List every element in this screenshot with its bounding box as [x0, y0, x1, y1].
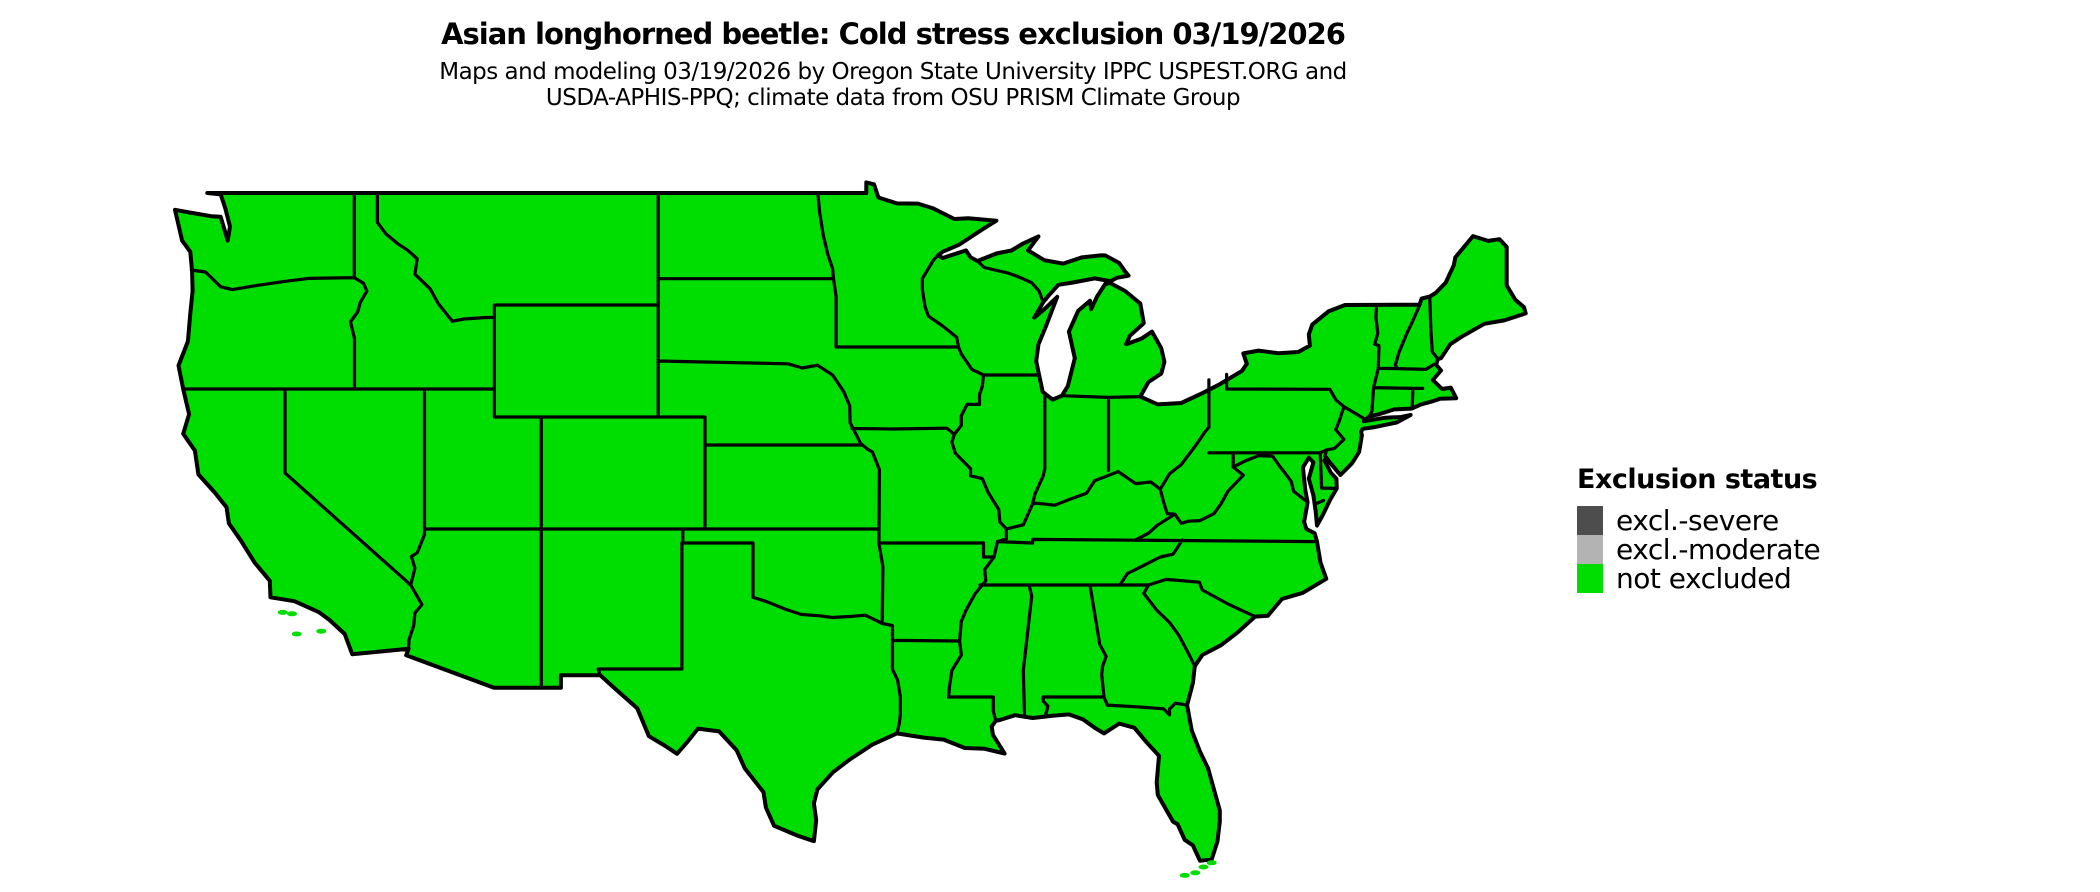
island-dot — [1198, 864, 1209, 870]
island-dot — [316, 628, 327, 634]
island-dot — [1206, 860, 1217, 866]
state-borders — [181, 191, 1440, 735]
island-dot — [287, 611, 297, 617]
legend-label-moderate: excl.-moderate — [1616, 533, 1821, 566]
legend-label-severe: excl.-severe — [1616, 504, 1779, 537]
us-map — [161, 172, 1551, 882]
map-subtitle-line2: USDA-APHIS-PPQ; climate data from OSU PR… — [545, 85, 1241, 111]
map-subtitle-line1: Maps and modeling 03/19/2026 by Oregon S… — [439, 59, 1347, 85]
map-subtitle: Maps and modeling 03/19/2026 by Oregon S… — [0, 59, 1786, 111]
island-dot — [277, 609, 288, 615]
legend-title: Exclusion status — [1577, 464, 1818, 495]
legend-swatch-moderate — [1577, 535, 1603, 564]
legend-label-not-excluded: not excluded — [1616, 562, 1792, 595]
map-title: Asian longhorned beetle: Cold stress exc… — [441, 17, 1346, 51]
us-outline — [173, 180, 1528, 863]
us-map-svg — [173, 180, 1528, 878]
legend: Exclusion status excl.-severe excl.-mode… — [1577, 464, 1821, 595]
legend-item-moderate: excl.-moderate — [1577, 533, 1821, 566]
legend-swatch-severe — [1577, 506, 1603, 535]
legend-swatch-not-excluded — [1577, 564, 1603, 593]
legend-item-not-excluded: not excluded — [1577, 562, 1820, 595]
island-dot — [1190, 870, 1201, 876]
island-dot — [1179, 872, 1190, 878]
island-dot — [291, 631, 302, 637]
legend-item-severe: excl.-severe — [1577, 504, 1820, 537]
